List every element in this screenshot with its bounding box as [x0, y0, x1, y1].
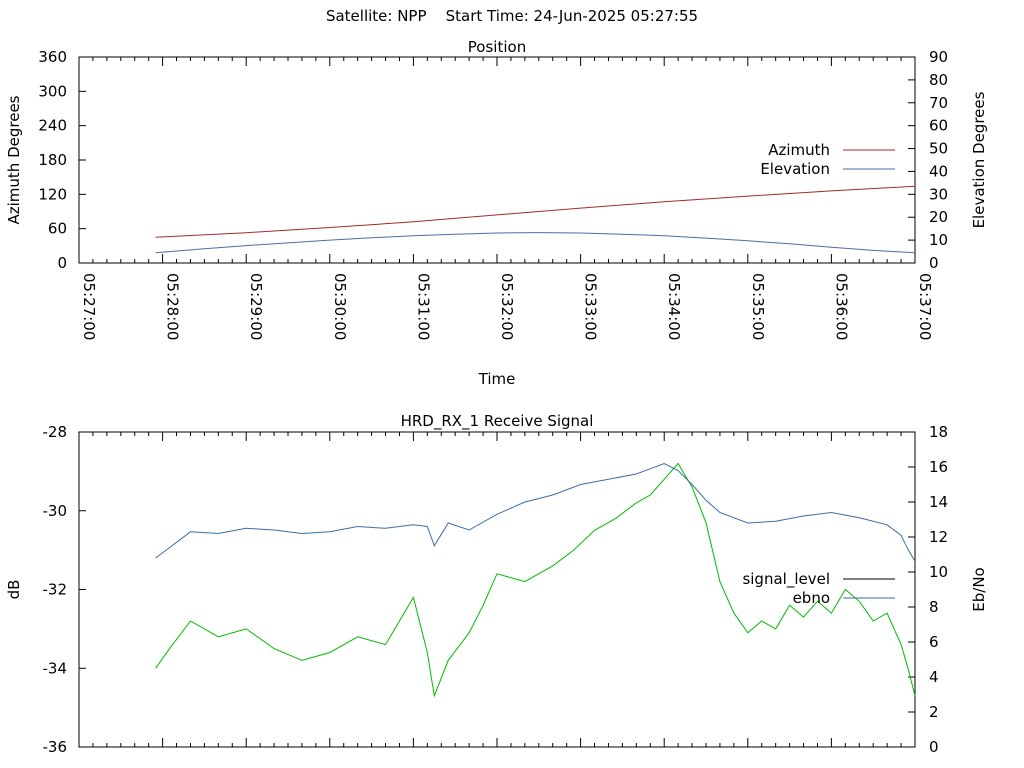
y-tick-label: 360	[38, 48, 67, 66]
y2-tick-label: 90	[929, 48, 948, 66]
y-tick-label: 0	[57, 254, 67, 272]
x-tick-label: 05:30:00	[331, 273, 349, 340]
y-tick-label: -36	[43, 738, 68, 756]
y2-tick-label: 12	[929, 528, 948, 546]
x-tick-label: 05:31:00	[414, 273, 432, 340]
satellite-label: Satellite: NPP	[325, 7, 427, 25]
x-tick-label: 05:37:00	[916, 273, 934, 340]
y2-tick-label: 0	[929, 738, 939, 756]
y-tick-label: -30	[43, 502, 68, 520]
y2-tick-label: 0	[929, 254, 939, 272]
y2-tick-label: 8	[929, 598, 939, 616]
y2-tick-label: 16	[929, 458, 948, 476]
y2-tick-label: 14	[929, 493, 948, 511]
x-axis-title: Time	[478, 370, 516, 388]
x-tick-label: 05:28:00	[164, 273, 182, 340]
y-axis-title: Azimuth Degrees	[5, 95, 23, 224]
y2-tick-label: 80	[929, 71, 948, 89]
y-tick-label: -28	[43, 423, 68, 441]
y2-tick-label: 30	[929, 185, 948, 203]
legend-label: Elevation	[760, 160, 830, 178]
legend-label: ebno	[793, 589, 830, 607]
x-tick-label: 05:34:00	[665, 273, 683, 340]
x-tick-label: 05:35:00	[749, 273, 767, 340]
y2-tick-label: 18	[929, 423, 948, 441]
y-tick-label: 60	[48, 220, 67, 238]
y2-tick-label: 6	[929, 633, 939, 651]
series-line-Elevation	[155, 232, 916, 254]
y-tick-label: 120	[38, 185, 67, 203]
start-time-label: Start Time: 24-Jun-2025 05:27:55	[445, 7, 699, 25]
chart-title: HRD_RX_1 Receive Signal	[401, 412, 594, 431]
y-axis-title: dB	[5, 580, 23, 600]
x-tick-label: 05:29:00	[247, 273, 265, 340]
y2-tick-label: 40	[929, 162, 948, 180]
y-tick-label: -32	[43, 581, 68, 599]
y2-tick-label: 60	[929, 117, 948, 135]
y2-axis-title: Elevation Degrees	[970, 91, 988, 228]
y2-axis-title: Eb/No	[970, 567, 988, 611]
series-line-Azimuth	[155, 185, 916, 238]
plot-frame	[78, 431, 916, 748]
y2-tick-label: 10	[929, 231, 948, 249]
page-title: Satellite: NPP Start Time: 24-Jun-2025 0…	[0, 7, 1024, 25]
y-tick-label: 300	[38, 82, 67, 100]
y2-tick-label: 4	[929, 668, 939, 686]
x-tick-label: 05:32:00	[498, 273, 516, 340]
y2-tick-label: 70	[929, 94, 948, 112]
legend-label: Azimuth	[768, 141, 830, 159]
y2-tick-label: 50	[929, 140, 948, 158]
x-tick-label: 05:33:00	[582, 273, 600, 340]
legend-label: signal_level	[742, 570, 830, 589]
chart-title: Position	[468, 38, 526, 56]
series-line-signal_level	[155, 462, 916, 698]
x-tick-label: 05:36:00	[832, 273, 850, 340]
y2-tick-label: 10	[929, 563, 948, 581]
y-tick-label: -34	[43, 659, 68, 677]
y2-tick-label: 2	[929, 703, 939, 721]
y-tick-label: 240	[38, 117, 67, 135]
y-tick-label: 180	[38, 151, 67, 169]
y2-tick-label: 20	[929, 208, 948, 226]
x-tick-label: 05:27:00	[80, 273, 98, 340]
series-line-ebno	[155, 462, 916, 562]
